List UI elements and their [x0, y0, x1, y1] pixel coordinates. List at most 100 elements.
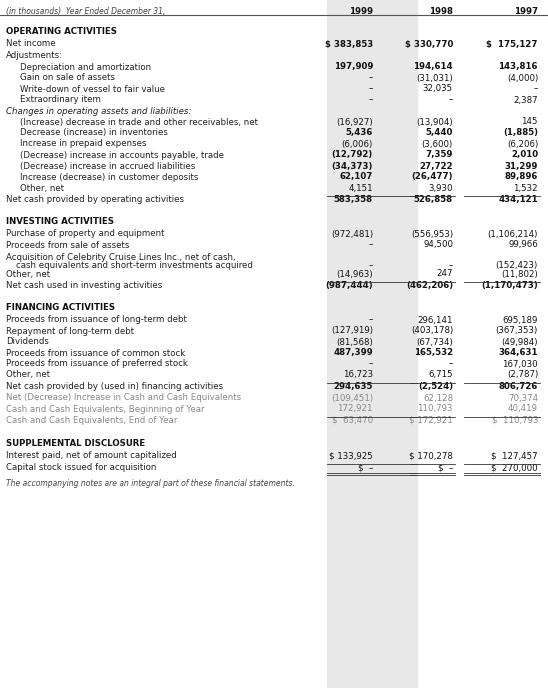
Text: Cash and Cash Equivalents, End of Year: Cash and Cash Equivalents, End of Year	[6, 416, 178, 425]
Text: $  175,127: $ 175,127	[487, 39, 538, 48]
Text: 89,896: 89,896	[505, 173, 538, 182]
Text: 94,500: 94,500	[423, 241, 453, 250]
Text: 7,359: 7,359	[426, 151, 453, 160]
Text: 487,399: 487,399	[333, 349, 373, 358]
Text: $  127,457: $ 127,457	[492, 451, 538, 460]
Text: (987,444): (987,444)	[326, 281, 373, 290]
Text: (16,927): (16,927)	[336, 118, 373, 127]
Bar	[327, 0, 417, 688]
Text: Repayment of long-term debt: Repayment of long-term debt	[6, 327, 134, 336]
Text: SUPPLEMENTAL DISCLOSURE: SUPPLEMENTAL DISCLOSURE	[6, 438, 145, 447]
Text: OPERATING ACTIVITIES: OPERATING ACTIVITIES	[6, 27, 117, 36]
Text: Interest paid, net of amount capitalized: Interest paid, net of amount capitalized	[6, 451, 177, 460]
Text: Cash and Cash Equivalents, Beginning of Year: Cash and Cash Equivalents, Beginning of …	[6, 405, 204, 413]
Text: $  –: $ –	[358, 463, 373, 472]
Text: (31,031): (31,031)	[416, 74, 453, 83]
Text: 247: 247	[437, 270, 453, 279]
Text: –: –	[369, 261, 373, 270]
Text: $  –: $ –	[438, 463, 453, 472]
Text: Adjustments:: Adjustments:	[6, 52, 63, 61]
Text: Proceeds from sale of assets: Proceeds from sale of assets	[6, 241, 129, 250]
Text: $  63,470: $ 63,470	[332, 416, 373, 425]
Text: 806,726: 806,726	[499, 382, 538, 391]
Text: (127,919): (127,919)	[331, 327, 373, 336]
Text: $  270,000: $ 270,000	[492, 463, 538, 472]
Text: Decrease (increase) in inventories: Decrease (increase) in inventories	[20, 129, 168, 138]
Text: –: –	[534, 85, 538, 94]
Text: (Decrease) increase in accounts payable, trade: (Decrease) increase in accounts payable,…	[20, 151, 224, 160]
Text: (1,106,214): (1,106,214)	[488, 230, 538, 239]
Text: Depreciation and amortization: Depreciation and amortization	[20, 63, 151, 72]
Text: Proceeds from issuance of preferred stock: Proceeds from issuance of preferred stoc…	[6, 360, 188, 369]
Text: Proceeds from issuance of long-term debt: Proceeds from issuance of long-term debt	[6, 316, 187, 325]
Text: Increase (decrease) in customer deposits: Increase (decrease) in customer deposits	[20, 173, 198, 182]
Text: (12,792): (12,792)	[332, 151, 373, 160]
Text: –: –	[369, 316, 373, 325]
Text: (in thousands)  Year Ended December 31,: (in thousands) Year Ended December 31,	[6, 7, 165, 16]
Text: 1998: 1998	[429, 7, 453, 16]
Text: 197,909: 197,909	[334, 63, 373, 72]
Text: (972,481): (972,481)	[331, 230, 373, 239]
Text: 62,128: 62,128	[423, 394, 453, 402]
Text: (2,787): (2,787)	[507, 371, 538, 380]
Text: INVESTING ACTIVITIES: INVESTING ACTIVITIES	[6, 217, 114, 226]
Text: Net cash provided by operating activities: Net cash provided by operating activitie…	[6, 195, 184, 204]
Text: 695,189: 695,189	[503, 316, 538, 325]
Text: 3,930: 3,930	[429, 184, 453, 193]
Text: 6,715: 6,715	[429, 371, 453, 380]
Text: 364,631: 364,631	[499, 349, 538, 358]
Text: 526,858: 526,858	[414, 195, 453, 204]
Text: Proceeds from issuance of common stock: Proceeds from issuance of common stock	[6, 349, 185, 358]
Text: (556,953): (556,953)	[411, 230, 453, 239]
Text: 296,141: 296,141	[418, 316, 453, 325]
Text: –: –	[449, 360, 453, 369]
Text: 1997: 1997	[514, 7, 538, 16]
Text: 16,723: 16,723	[343, 371, 373, 380]
Text: 172,921: 172,921	[338, 405, 373, 413]
Text: 40,419: 40,419	[508, 405, 538, 413]
Text: 1999: 1999	[349, 7, 373, 16]
Text: –: –	[449, 96, 453, 105]
Text: (Decrease) increase in accrued liabilities: (Decrease) increase in accrued liabiliti…	[20, 162, 195, 171]
Text: Purchase of property and equipment: Purchase of property and equipment	[6, 230, 164, 239]
Text: 294,635: 294,635	[334, 382, 373, 391]
Text: 62,107: 62,107	[340, 173, 373, 182]
Text: Changes in operating assets and liabilities:: Changes in operating assets and liabilit…	[6, 107, 191, 116]
Text: –: –	[369, 360, 373, 369]
Text: 434,121: 434,121	[498, 195, 538, 204]
Text: –: –	[369, 241, 373, 250]
Text: Other, net: Other, net	[20, 184, 64, 193]
Text: The accompanying notes are an integral part of these financial statements.: The accompanying notes are an integral p…	[6, 479, 295, 488]
Text: Capital stock issued for acquisition: Capital stock issued for acquisition	[6, 463, 156, 472]
Text: Gain on sale of assets: Gain on sale of assets	[20, 74, 115, 83]
Text: Acquisition of Celebrity Cruise Lines Inc., net of cash,: Acquisition of Celebrity Cruise Lines In…	[6, 253, 236, 262]
Text: 194,614: 194,614	[413, 63, 453, 72]
Text: Net cash provided by (used in) financing activities: Net cash provided by (used in) financing…	[6, 382, 223, 391]
Text: 70,374: 70,374	[508, 394, 538, 402]
Text: (367,353): (367,353)	[496, 327, 538, 336]
Text: –: –	[369, 74, 373, 83]
Text: Write-down of vessel to fair value: Write-down of vessel to fair value	[20, 85, 165, 94]
Text: 5,436: 5,436	[346, 129, 373, 138]
Text: –: –	[449, 261, 453, 270]
Text: (152,423): (152,423)	[496, 261, 538, 270]
Text: Other, net: Other, net	[6, 371, 50, 380]
Text: $ 330,770: $ 330,770	[404, 39, 453, 48]
Text: $ 172,921: $ 172,921	[409, 416, 453, 425]
Text: (26,477): (26,477)	[412, 173, 453, 182]
Text: (6,206): (6,206)	[507, 140, 538, 149]
Text: Net (Decrease) Increase in Cash and Cash Equivalents: Net (Decrease) Increase in Cash and Cash…	[6, 394, 241, 402]
Text: 4,151: 4,151	[349, 184, 373, 193]
Text: $  110,793: $ 110,793	[492, 416, 538, 425]
Text: $ 170,278: $ 170,278	[409, 451, 453, 460]
Text: (Increase) decrease in trade and other receivables, net: (Increase) decrease in trade and other r…	[20, 118, 258, 127]
Text: $ 133,925: $ 133,925	[329, 451, 373, 460]
Text: (49,984): (49,984)	[501, 338, 538, 347]
Text: cash equivalents and short-term investments acquired: cash equivalents and short-term investme…	[16, 261, 253, 270]
Text: Other, net: Other, net	[6, 270, 50, 279]
Text: –: –	[369, 85, 373, 94]
Text: (81,568): (81,568)	[336, 338, 373, 347]
Text: 583,358: 583,358	[334, 195, 373, 204]
Text: 31,299: 31,299	[505, 162, 538, 171]
Text: 99,966: 99,966	[508, 241, 538, 250]
